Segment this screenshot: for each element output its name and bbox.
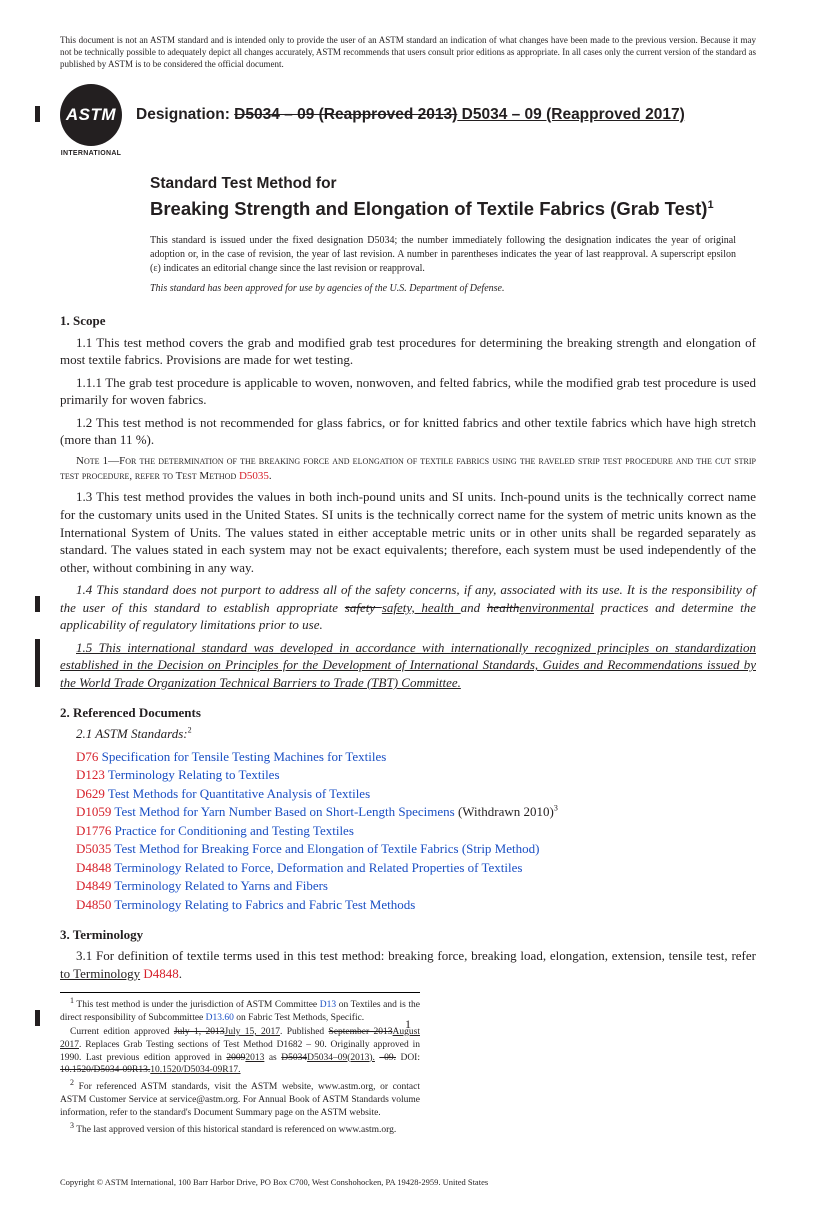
copyright-line: Copyright © ASTM International, 100 Barr… [60, 1177, 756, 1188]
reference-code: D76 [76, 749, 98, 764]
reference-item: D5035 Test Method for Breaking Force and… [76, 840, 756, 858]
reference-item: D4850 Terminology Relating to Fabrics an… [76, 896, 756, 914]
footnote-1-line2: Current edition approved July 1, 2013Jul… [60, 1026, 420, 1077]
logo-subtext: INTERNATIONAL [61, 149, 122, 158]
para-1-4: 1.4 This standard does not purport to ad… [60, 581, 756, 634]
standard-title: Breaking Strength and Elongation of Text… [150, 197, 736, 220]
reference-footnote-ref: 3 [554, 804, 558, 813]
reference-item: D76 Specification for Tensile Testing Ma… [76, 748, 756, 766]
note-1-ref: D5035 [239, 470, 269, 482]
para-3-1-b: . [179, 966, 182, 981]
para-1-4-u2: environmental [519, 600, 594, 615]
para-3-1-ref: D4848 [140, 966, 179, 981]
para-1-4-strike2: health [487, 600, 520, 615]
fn1-link1: D13 [320, 1000, 336, 1010]
title-footnote-ref: 1 [707, 199, 713, 211]
footnote-2: 2 For referenced ASTM standards, visit t… [60, 1078, 420, 1120]
dod-approval-note: This standard has been approved for use … [150, 282, 736, 296]
reference-code: D5035 [76, 841, 111, 856]
reference-title: Test Method for Breaking Force and Elong… [111, 841, 539, 856]
para-1-1: 1.1 This test method covers the grab and… [60, 334, 756, 369]
top-disclaimer: This document is not an ASTM standard an… [60, 34, 756, 70]
section-2-head: 2. Referenced Documents [60, 704, 756, 722]
reference-title: Practice for Conditioning and Testing Te… [111, 823, 354, 838]
issuance-note: This standard is issued under the fixed … [150, 234, 736, 276]
para-1-2: 1.2 This test method is not recommended … [60, 414, 756, 449]
para-3-1-a: 3.1 For definition of textile terms used… [76, 948, 756, 963]
fn1-s6: 10.1520/D5034-09R13. [60, 1065, 150, 1075]
fn1-a: This test method is under the jurisdicti… [74, 1000, 320, 1010]
designation-old: D5034 – 09 (Reapproved 2013) [234, 106, 457, 123]
para-1-4-mid: and [461, 600, 487, 615]
change-bar-icon [35, 106, 40, 122]
title-main: Breaking Strength and Elongation of Text… [150, 198, 707, 219]
fn3-text: The last approved version of this histor… [74, 1125, 396, 1135]
fn1-u5: 10.1520/D5034-09R17. [150, 1065, 240, 1075]
reference-code: D4849 [76, 878, 111, 893]
title-block: Standard Test Method for Breaking Streng… [150, 174, 736, 296]
footnotes-block: 1 This test method is under the jurisdic… [60, 992, 420, 1137]
astm-logo: ASTM INTERNATIONAL [60, 84, 122, 146]
para-3-1-u: to Terminology [60, 966, 140, 981]
reference-title: Terminology Related to Yarns and Fibers [111, 878, 328, 893]
footnote-3: 3 The last approved version of this hist… [60, 1121, 420, 1137]
reference-title: Terminology Relating to Fabrics and Fabr… [111, 897, 415, 912]
section-3-head: 3. Terminology [60, 926, 756, 944]
designation-label: Designation: [136, 106, 234, 123]
para-1-4-strike1: safety [345, 600, 382, 615]
reference-item: D4849 Terminology Related to Yarns and F… [76, 877, 756, 895]
reference-item: D1059 Test Method for Yarn Number Based … [76, 803, 756, 821]
reference-title: Test Methods for Quantitative Analysis o… [105, 786, 370, 801]
section-1-head: 1. Scope [60, 312, 756, 330]
designation-new: D5034 – 09 (Reapproved 2017) [457, 106, 684, 123]
fn2-text: For referenced ASTM standards, visit the… [60, 1082, 420, 1118]
reference-title: Specification for Tensile Testing Machin… [98, 749, 386, 764]
fn1-u3: 2013 [245, 1053, 264, 1063]
reference-item: D4848 Terminology Related to Force, Defo… [76, 859, 756, 877]
designation-header: ASTM INTERNATIONAL Designation: D5034 – … [60, 84, 756, 146]
para-1-3: 1.3 This test method provides the values… [60, 488, 756, 576]
reference-code: D1776 [76, 823, 111, 838]
reference-title: Terminology Relating to Textiles [105, 767, 280, 782]
reference-item: D123 Terminology Relating to Textiles [76, 766, 756, 784]
title-overline: Standard Test Method for [150, 174, 736, 195]
reference-code: D4848 [76, 860, 111, 875]
change-bar-icon [35, 596, 40, 612]
reference-extra: (Withdrawn 2010) [455, 804, 554, 819]
reference-code: D629 [76, 786, 105, 801]
reference-code: D4850 [76, 897, 111, 912]
para-2-1-text: 2.1 ASTM Standards: [76, 726, 188, 741]
fn1-s3: 2009 [226, 1053, 245, 1063]
para-2-1: 2.1 ASTM Standards:2 [60, 725, 756, 743]
referenced-docs-list: D76 Specification for Tensile Testing Ma… [76, 748, 756, 914]
reference-item: D629 Test Methods for Quantitative Analy… [76, 785, 756, 803]
fn1-u4: D5034–09(2013). [307, 1053, 375, 1063]
change-bar-icon [35, 639, 40, 687]
logo-text: ASTM [66, 104, 116, 127]
para-3-1: 3.1 For definition of textile terms used… [60, 947, 756, 982]
para-1-5: 1.5 This international standard was deve… [60, 639, 756, 692]
note-1-tail: . [269, 470, 272, 482]
fn1-s4: D5034 [281, 1053, 307, 1063]
page-number: 1 [0, 1016, 816, 1032]
document-body: 1. Scope 1.1 This test method covers the… [60, 312, 756, 1188]
reference-code: D1059 [76, 804, 111, 819]
para-1-1-1: 1.1.1 The grab test procedure is applica… [60, 374, 756, 409]
para-1-4-u1: safety, health [382, 600, 461, 615]
reference-code: D123 [76, 767, 105, 782]
reference-title: Test Method for Yarn Number Based on Sho… [111, 804, 454, 819]
fn-ref-2: 2 [188, 726, 192, 735]
note-1-text: Note 1—For the determination of the brea… [60, 455, 756, 482]
designation-line: Designation: D5034 – 09 (Reapproved 2013… [136, 105, 685, 126]
reference-title: Terminology Related to Force, Deformatio… [111, 860, 522, 875]
fn1-h: DOI: [396, 1053, 420, 1063]
fn1-g: as [264, 1053, 281, 1063]
reference-item: D1776 Practice for Conditioning and Test… [76, 822, 756, 840]
note-1: Note 1—For the determination of the brea… [60, 454, 756, 484]
fn1-s5: –09. [379, 1053, 396, 1063]
para-1-5-text: 1.5 This international standard was deve… [60, 640, 756, 690]
